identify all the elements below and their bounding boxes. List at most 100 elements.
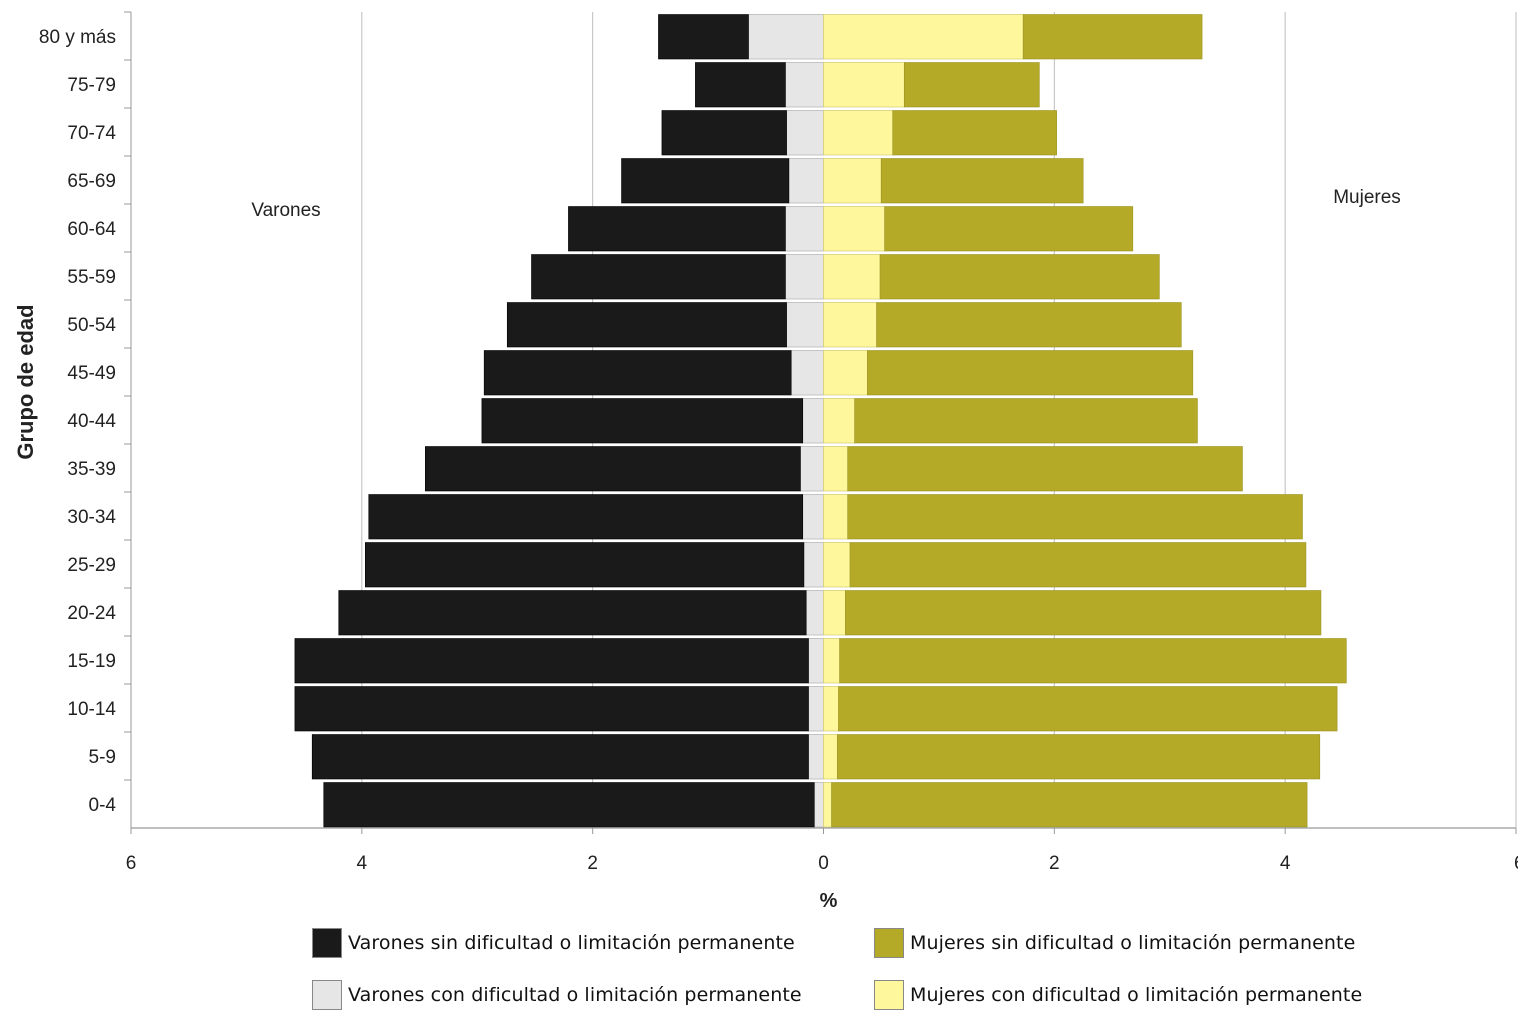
y-tick-label: 50-54	[67, 315, 116, 336]
bar-varones-sin	[621, 158, 790, 204]
y-axis-title: Grupo de edad	[13, 304, 38, 459]
y-tick-label: 65-69	[67, 171, 116, 192]
bar-mujeres-sin	[1022, 14, 1203, 60]
bar-varones-sin	[364, 542, 805, 588]
bar-varones-sin	[294, 686, 809, 732]
bar-varones-sin	[695, 62, 786, 108]
bar-mujeres-con	[823, 686, 839, 732]
bar-mujeres-sin	[903, 62, 1040, 108]
bar-mujeres-con	[823, 494, 849, 540]
bar-mujeres-con	[823, 734, 838, 780]
bar-varones-sin	[531, 254, 786, 300]
y-tick-label: 10-14	[67, 699, 116, 720]
bar-mujeres-sin	[849, 542, 1307, 588]
bar-mujeres-sin	[892, 110, 1057, 156]
bars	[294, 14, 1347, 828]
bar-varones-sin	[661, 110, 787, 156]
bar-varones-con	[786, 110, 824, 156]
bar-varones-con	[790, 350, 824, 396]
bar-varones-con	[785, 206, 824, 252]
bar-varones-con	[785, 254, 824, 300]
y-tick-label: 80 y más	[39, 27, 116, 48]
bar-mujeres-con	[823, 446, 849, 492]
bar-mujeres-con	[823, 254, 881, 300]
bar-mujeres-con	[823, 110, 894, 156]
labels: 80 y más75-7970-7465-6960-6455-5950-5445…	[13, 27, 1518, 912]
y-tick-label: 75-79	[67, 75, 116, 96]
bar-mujeres-con	[823, 350, 868, 396]
bar-mujeres-con	[823, 398, 856, 444]
x-tick-label: 4	[1280, 853, 1291, 874]
bar-varones-con	[786, 302, 824, 348]
bar-mujeres-sin	[839, 638, 1347, 684]
bar-varones-sin	[425, 446, 801, 492]
bar-varones-con	[805, 590, 824, 636]
bar-mujeres-sin	[880, 158, 1084, 204]
bar-mujeres-sin	[847, 446, 1243, 492]
bar-mujeres-sin	[854, 398, 1198, 444]
bar-mujeres-sin	[867, 350, 1194, 396]
bar-varones-sin	[294, 638, 809, 684]
bar-mujeres-con	[823, 62, 905, 108]
bar-mujeres-sin	[876, 302, 1182, 348]
bar-varones-con	[788, 158, 824, 204]
bar-varones-con	[748, 14, 824, 60]
y-tick-label: 55-59	[67, 267, 116, 288]
bar-mujeres-con	[823, 590, 846, 636]
y-tick-label: 60-64	[67, 219, 116, 240]
bar-mujeres-sin	[845, 590, 1322, 636]
x-tick-label: 6	[1514, 853, 1518, 874]
bar-varones-sin	[338, 590, 807, 636]
bar-varones-con	[800, 446, 824, 492]
y-tick-label: 5-9	[89, 747, 116, 768]
bar-mujeres-con	[823, 206, 886, 252]
bar-varones-sin	[368, 494, 804, 540]
y-tick-label: 20-24	[67, 603, 116, 624]
bar-varones-sin	[568, 206, 786, 252]
bar-varones-con	[802, 494, 824, 540]
bar-mujeres-sin	[838, 686, 1338, 732]
y-tick-label: 35-39	[67, 459, 116, 480]
annotation-varones: Varones	[251, 200, 320, 221]
bar-varones-con	[803, 542, 824, 588]
bar-varones-sin	[658, 14, 749, 60]
bar-varones-con	[808, 638, 824, 684]
bar-varones-con	[802, 398, 824, 444]
y-tick-label: 0-4	[89, 795, 117, 816]
bar-varones-con	[808, 734, 824, 780]
bar-varones-sin	[323, 782, 815, 828]
x-tick-label: 6	[126, 853, 137, 874]
x-tick-label: 4	[357, 853, 368, 874]
x-tick-label: 0	[818, 853, 829, 874]
bar-mujeres-con	[823, 782, 832, 828]
x-tick-label: 2	[587, 853, 598, 874]
bar-mujeres-con	[823, 302, 877, 348]
y-tick-label: 40-44	[67, 411, 116, 432]
bar-varones-sin	[481, 398, 804, 444]
bar-mujeres-sin	[831, 782, 1308, 828]
bar-mujeres-sin	[837, 734, 1321, 780]
y-tick-label: 15-19	[67, 651, 116, 672]
y-tick-label: 70-74	[67, 123, 116, 144]
bar-mujeres-con	[823, 14, 1024, 60]
bar-varones-sin	[311, 734, 809, 780]
bar-varones-con	[813, 782, 824, 828]
x-axis-title: %	[820, 890, 838, 912]
bar-mujeres-con	[823, 158, 882, 204]
bar-mujeres-con	[823, 638, 841, 684]
bar-varones-sin	[483, 350, 792, 396]
bar-varones-sin	[506, 302, 787, 348]
bar-varones-con	[785, 62, 824, 108]
bar-mujeres-sin	[847, 494, 1303, 540]
x-tick-label: 2	[1049, 853, 1060, 874]
bar-varones-con	[808, 686, 824, 732]
y-tick-label: 30-34	[67, 507, 116, 528]
annotation-mujeres: Mujeres	[1333, 187, 1401, 208]
bar-mujeres-sin	[884, 206, 1134, 252]
y-tick-label: 25-29	[67, 555, 116, 576]
bar-mujeres-sin	[879, 254, 1160, 300]
y-tick-label: 45-49	[67, 363, 116, 384]
bar-mujeres-con	[823, 542, 851, 588]
axes	[124, 11, 1517, 834]
